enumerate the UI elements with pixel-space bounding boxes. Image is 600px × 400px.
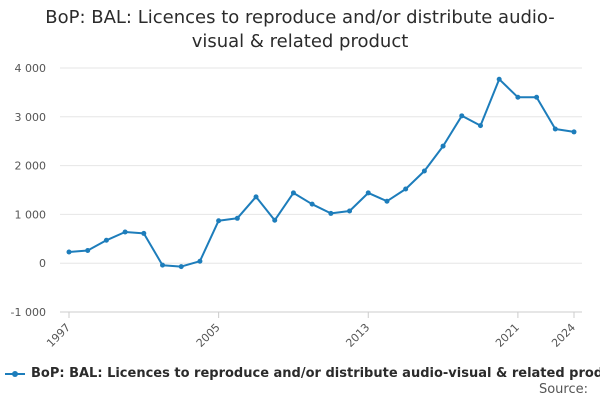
data-point: [515, 94, 521, 100]
data-point: [571, 129, 577, 135]
data-point: [365, 190, 371, 196]
legend-marker: [12, 370, 18, 377]
chart-title-line-2: visual & related product: [191, 31, 409, 52]
data-point: [216, 218, 222, 224]
gridlines: [60, 67, 582, 313]
data-point: [272, 217, 278, 223]
data-point: [347, 208, 353, 214]
legend-label: BoP: BAL: Licences to reproduce and/or d…: [31, 366, 600, 381]
data-point: [496, 76, 502, 82]
data-point: [440, 143, 446, 149]
data-point: [122, 229, 128, 235]
y-tick-label: -1 000: [11, 306, 46, 319]
x-tick-label: 2021: [493, 321, 522, 350]
data-point: [328, 210, 334, 216]
data-point: [290, 190, 296, 196]
data-point: [477, 123, 483, 129]
x-axis: 1997 2005 2013 2021 2024: [44, 311, 582, 350]
data-point: [85, 248, 91, 254]
y-tick-label: 4 000: [15, 62, 47, 75]
data-point: [403, 186, 409, 192]
y-tick-label: 2 000: [15, 160, 47, 173]
data-point: [552, 126, 558, 132]
y-tick-label: 0: [39, 257, 46, 270]
data-point: [534, 94, 540, 100]
y-axis-ticks: -1 000 0 1 000 2 000 3 000 4 000: [11, 62, 46, 319]
source-label: Source:: [538, 382, 588, 397]
y-tick-label: 1 000: [15, 208, 47, 221]
data-point: [421, 168, 427, 174]
x-tick-label: 2024: [549, 321, 578, 350]
data-point: [384, 198, 390, 204]
data-point: [197, 258, 203, 264]
data-point: [141, 230, 147, 236]
series-group: [66, 76, 577, 270]
data-point: [160, 262, 166, 268]
x-tick-label: 2013: [343, 321, 372, 350]
x-tick-label: 1997: [44, 321, 73, 350]
data-point: [253, 194, 259, 200]
data-point: [66, 249, 72, 255]
data-point: [178, 264, 184, 270]
chart-title: BoP: BAL: Licences to reproduce and/or d…: [0, 6, 600, 54]
data-point: [459, 113, 465, 119]
data-point: [234, 215, 240, 221]
data-point: [309, 201, 315, 207]
legend-swatch: [5, 368, 25, 380]
y-tick-label: 3 000: [15, 111, 47, 124]
data-point: [103, 237, 109, 243]
x-tick-label: 2005: [194, 321, 223, 350]
chart-title-line-1: BoP: BAL: Licences to reproduce and/or d…: [45, 7, 555, 28]
series-line: [68, 78, 575, 268]
legend[interactable]: BoP: BAL: Licences to reproduce and/or d…: [5, 366, 600, 381]
